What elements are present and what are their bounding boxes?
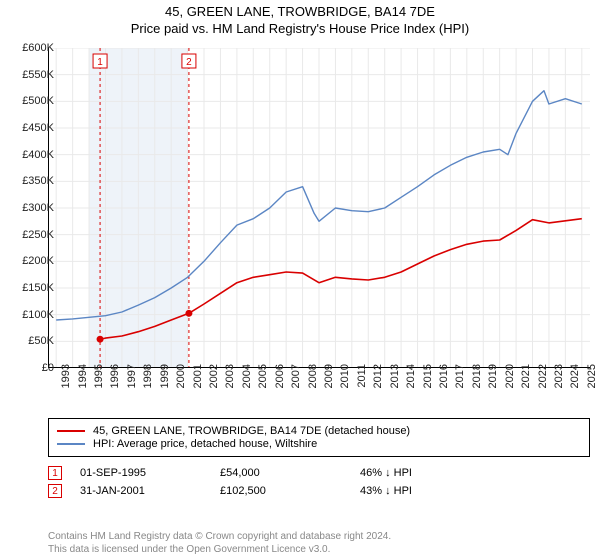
x-tick-label: 2017 [454, 364, 466, 404]
y-tick-label: £150K [4, 282, 54, 294]
y-tick-label: £400K [4, 149, 54, 161]
x-tick-label: 2015 [422, 364, 434, 404]
x-tick-label: 1993 [60, 364, 72, 404]
footer-line1: Contains HM Land Registry data © Crown c… [48, 530, 391, 543]
x-tick-label: 1997 [126, 364, 138, 404]
x-tick-label: 2006 [274, 364, 286, 404]
legend-label: HPI: Average price, detached house, Wilt… [93, 438, 317, 450]
legend-item: HPI: Average price, detached house, Wilt… [57, 438, 581, 450]
x-tick-label: 1999 [159, 364, 171, 404]
footer: Contains HM Land Registry data © Crown c… [48, 530, 391, 556]
svg-text:2: 2 [186, 57, 192, 68]
x-tick-label: 2010 [339, 364, 351, 404]
x-tick-label: 2023 [553, 364, 565, 404]
x-tick-label: 2013 [389, 364, 401, 404]
marker-delta: 46% ↓ HPI [360, 467, 500, 479]
x-tick-label: 2020 [504, 364, 516, 404]
y-tick-label: £500K [4, 95, 54, 107]
marker-row: 1 01-SEP-1995£54,00046% ↓ HPI [48, 466, 590, 480]
chart-container: 45, GREEN LANE, TROWBRIDGE, BA14 7DE Pri… [0, 0, 600, 560]
marker-date: 31-JAN-2001 [80, 485, 220, 497]
marker-row: 2 31-JAN-2001£102,50043% ↓ HPI [48, 484, 590, 498]
y-tick-label: £100K [4, 309, 54, 321]
marker-delta: 43% ↓ HPI [360, 485, 500, 497]
marker-price: £54,000 [220, 467, 360, 479]
x-tick-label: 2024 [569, 364, 581, 404]
legend-item: 45, GREEN LANE, TROWBRIDGE, BA14 7DE (de… [57, 425, 581, 437]
x-tick-label: 1998 [142, 364, 154, 404]
chart-area: 12 [48, 48, 590, 368]
x-tick-label: 2012 [372, 364, 384, 404]
y-tick-label: £350K [4, 175, 54, 187]
svg-text:1: 1 [97, 57, 103, 68]
y-tick-label: £50K [4, 335, 54, 347]
y-tick-label: £0 [4, 362, 54, 374]
y-tick-label: £550K [4, 69, 54, 81]
x-tick-label: 1994 [77, 364, 89, 404]
legend-swatch [57, 443, 85, 445]
y-tick-label: £600K [4, 42, 54, 54]
x-tick-label: 1995 [93, 364, 105, 404]
y-tick-label: £300K [4, 202, 54, 214]
marker-number-box: 2 [48, 484, 62, 498]
x-tick-label: 2007 [290, 364, 302, 404]
marker-date: 01-SEP-1995 [80, 467, 220, 479]
x-tick-label: 2014 [405, 364, 417, 404]
x-tick-label: 2025 [586, 364, 598, 404]
x-tick-label: 2016 [438, 364, 450, 404]
title-block: 45, GREEN LANE, TROWBRIDGE, BA14 7DE Pri… [0, 0, 600, 36]
x-tick-label: 2022 [537, 364, 549, 404]
x-tick-label: 2005 [257, 364, 269, 404]
marker-number-box: 1 [48, 466, 62, 480]
x-tick-label: 2009 [323, 364, 335, 404]
x-tick-label: 2003 [224, 364, 236, 404]
title-address: 45, GREEN LANE, TROWBRIDGE, BA14 7DE [0, 4, 600, 19]
x-tick-label: 2008 [307, 364, 319, 404]
legend-label: 45, GREEN LANE, TROWBRIDGE, BA14 7DE (de… [93, 425, 410, 437]
title-subtitle: Price paid vs. HM Land Registry's House … [0, 21, 600, 36]
x-tick-label: 1996 [109, 364, 121, 404]
chart-svg: 12 [48, 48, 590, 368]
x-tick-label: 2021 [520, 364, 532, 404]
y-tick-label: £450K [4, 122, 54, 134]
y-tick-label: £200K [4, 255, 54, 267]
x-tick-label: 2011 [356, 364, 368, 404]
marker-price: £102,500 [220, 485, 360, 497]
x-tick-label: 2018 [471, 364, 483, 404]
x-tick-label: 2000 [175, 364, 187, 404]
legend-swatch [57, 430, 85, 432]
footer-line2: This data is licensed under the Open Gov… [48, 543, 391, 556]
legend: 45, GREEN LANE, TROWBRIDGE, BA14 7DE (de… [48, 418, 590, 457]
marker-table: 1 01-SEP-1995£54,00046% ↓ HPI 2 31-JAN-2001… [48, 462, 590, 502]
x-tick-label: 2019 [487, 364, 499, 404]
x-tick-label: 2004 [241, 364, 253, 404]
x-tick-label: 2001 [192, 364, 204, 404]
x-tick-label: 2002 [208, 364, 220, 404]
y-tick-label: £250K [4, 229, 54, 241]
